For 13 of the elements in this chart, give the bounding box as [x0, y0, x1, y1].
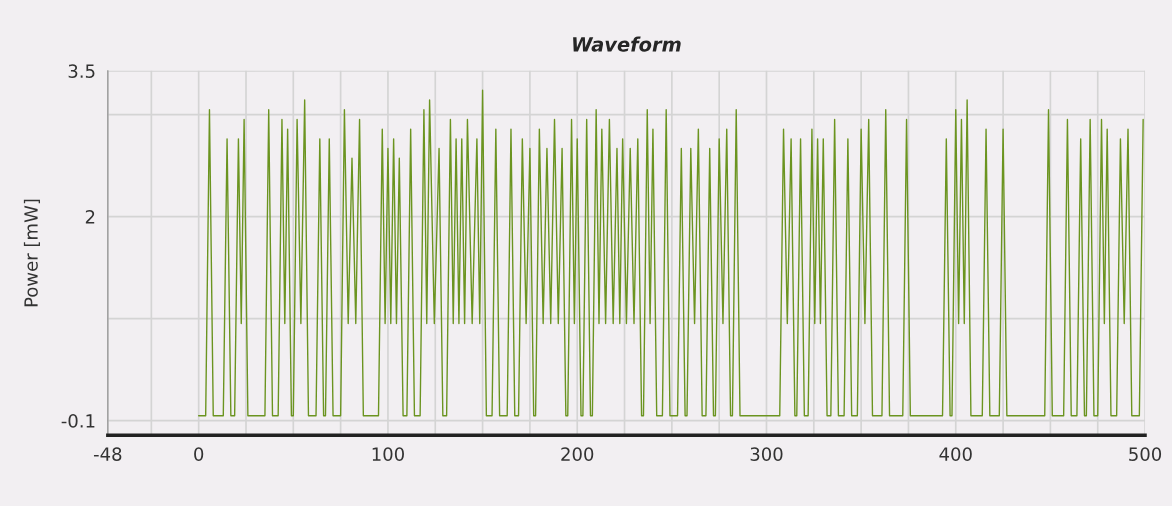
x-tick-label: -48	[93, 447, 122, 461]
y-tick-label: 2	[85, 210, 95, 224]
x-tick-label: 0	[194, 447, 204, 461]
line-series	[197, 89, 1144, 417]
y-axis-title: Power [mW]	[23, 199, 40, 307]
y-tick-label: -0.1	[61, 414, 95, 428]
x-tick-label: 200	[561, 447, 594, 461]
x-tick-label: 300	[750, 447, 783, 461]
chart-title: Waveform	[573, 36, 681, 52]
x-tick-label: 500	[1129, 447, 1162, 461]
x-tick-label: 100	[372, 447, 404, 461]
y-tick-label: 3.5	[68, 64, 95, 78]
x-tick-label: 400	[939, 447, 972, 461]
